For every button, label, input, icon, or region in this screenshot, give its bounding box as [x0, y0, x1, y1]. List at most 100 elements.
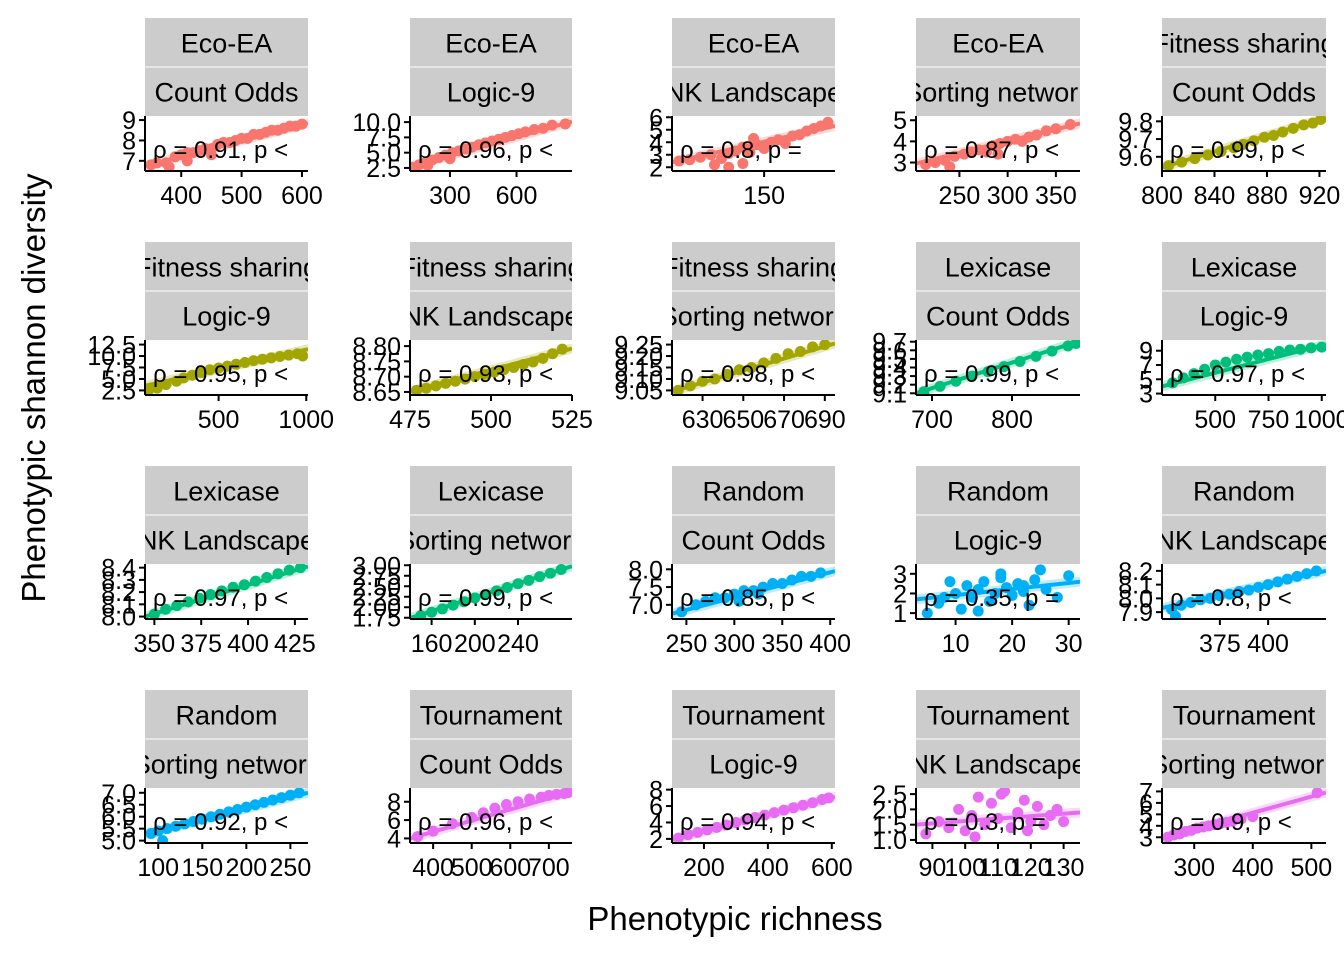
y-tick-label: 9 — [122, 107, 136, 135]
strip-top-bg — [410, 690, 572, 739]
strip-label-treatment: Lexicase — [173, 477, 280, 507]
data-point — [955, 603, 967, 615]
y-tick-label: 9 — [1139, 338, 1153, 366]
x-tick-label: 600 — [496, 182, 538, 210]
x-tick-label: 400 — [412, 854, 454, 882]
x-tick-label: 840 — [1194, 182, 1236, 210]
x-tick-label: 690 — [804, 406, 846, 434]
facet-panel: Eco-EA Sorting network ρ = 0.87, p < 345 250… — [893, 18, 1080, 210]
strip-labels: Eco-EA Count Odds — [154, 29, 298, 108]
strip-top-bg — [916, 690, 1080, 739]
strip-label-problem: Count Odds — [154, 78, 298, 108]
strip-bottom-bg — [410, 67, 572, 116]
strip-label-problem: Count Odds — [926, 302, 1070, 332]
y-tick-label: 5.5 — [101, 816, 136, 844]
x-tick-label: 525 — [551, 406, 593, 434]
data-point — [489, 802, 501, 814]
data-point — [1023, 599, 1035, 611]
x-tick-label: 500 — [451, 854, 493, 882]
data-point — [1006, 589, 1018, 601]
strip-label-problem: Logic-9 — [1200, 302, 1289, 332]
y-tick-label: 8.4 — [101, 555, 136, 583]
y-tick-label: 8 — [649, 777, 663, 805]
data-point — [1022, 825, 1034, 837]
data-point — [758, 143, 770, 154]
plot-area: ρ = 0.98, p < — [672, 340, 835, 395]
data-point — [972, 791, 984, 803]
plot-area: ρ = 0.8, p < — [1162, 565, 1326, 619]
strip-label-problem: Logic-9 — [182, 302, 271, 332]
y-tick-label: 9.05 — [614, 377, 663, 405]
plot-area: ρ = 0.97, p < — [1162, 340, 1326, 392]
strip-label-problem: Sorting network — [133, 750, 321, 780]
data-point — [979, 819, 991, 831]
strip-labels: Random Sorting network — [133, 701, 321, 780]
x-tick-label: 250 — [939, 182, 981, 210]
strip-labels: Random Count Odds — [681, 477, 825, 556]
y-tick-label: 9.20 — [614, 343, 663, 371]
y-tick-label: 6 — [649, 793, 663, 821]
strip-labels: Tournament Count Odds — [419, 701, 563, 780]
plot-area: ρ = 0.9, p < — [1162, 788, 1326, 843]
strip-top-bg — [1162, 690, 1326, 739]
data-point — [779, 138, 791, 149]
strip-label-treatment: Fitness sharing — [1152, 29, 1335, 59]
fit-line — [916, 340, 1080, 395]
data-point — [1220, 356, 1232, 368]
x-tick-label: 670 — [763, 406, 805, 434]
y-tick-label: 8 — [387, 789, 401, 817]
data-point — [972, 605, 984, 617]
x-tick-label: 250 — [270, 854, 312, 882]
plot-area: ρ = 0.92, p < — [145, 788, 308, 843]
fit-line — [916, 810, 1080, 827]
x-tick-label: 500 — [198, 406, 240, 434]
y-tick-label: 6 — [387, 807, 401, 835]
y-tick-label: 10.0 — [87, 343, 136, 371]
y-tick-label: 3 — [1139, 381, 1153, 409]
data-point — [1051, 591, 1063, 603]
x-tick-label: 375 — [180, 630, 222, 658]
y-tick-label: 3 — [893, 561, 907, 589]
correlation-annotation: ρ = 0.96, p < — [418, 137, 553, 164]
data-point — [959, 825, 971, 837]
strip-label-treatment: Tournament — [682, 701, 825, 731]
strip-label-treatment: Lexicase — [1191, 253, 1298, 283]
correlation-annotation: ρ = 0.96, p < — [418, 809, 553, 836]
x-tick-label: 150 — [181, 854, 223, 882]
y-tick-label: 2.5 — [872, 781, 907, 809]
strip-bottom-bg — [145, 515, 308, 564]
y-tick-label: 9.10 — [614, 366, 663, 394]
y-tick-label: 7.0 — [628, 592, 663, 620]
strip-top-bg — [672, 466, 835, 515]
x-tick-label: 20 — [998, 630, 1026, 658]
strip-bottom-bg — [410, 515, 572, 564]
y-tick-label: 9.6 — [872, 337, 907, 365]
correlation-annotation: ρ = 0.87, p < — [924, 137, 1059, 164]
y-tick-label: 9.5 — [872, 346, 907, 374]
x-tick-label: 800 — [1141, 182, 1183, 210]
plot-area: ρ = 0.95, p < — [145, 344, 308, 395]
strip-top-bg — [1162, 466, 1326, 515]
strip-bottom-bg — [1162, 67, 1326, 116]
x-tick-label: 920 — [1299, 182, 1341, 210]
strip-top-bg — [410, 466, 572, 515]
y-tick-label: 2.50 — [352, 573, 401, 601]
strip-labels: Lexicase NK Landscape — [145, 477, 308, 556]
facet-panel: Lexicase Count Odds ρ = 0.99, p < 9.19.29.3… — [872, 242, 1080, 434]
strip-bottom-bg — [672, 515, 835, 564]
strip-labels: Fitness sharing NK Landscape — [410, 253, 572, 332]
data-point — [1241, 351, 1253, 363]
correlation-annotation: ρ = 0.95, p < — [153, 361, 288, 388]
y-tick-label: 8.0 — [101, 604, 136, 632]
facet-panel: Tournament Count Odds ρ = 0.96, p < 468 4005… — [387, 690, 572, 882]
y-tick-label: 1.5 — [872, 812, 907, 840]
strip-label-treatment: Eco-EA — [181, 29, 273, 59]
y-tick-label: 5 — [1139, 366, 1153, 394]
x-tick-label: 150 — [743, 182, 785, 210]
y-tick-label: 9.15 — [614, 355, 663, 383]
y-tick-label: 6.5 — [101, 792, 136, 820]
x-tick-label: 400 — [1232, 854, 1274, 882]
strip-bottom-bg — [1162, 739, 1326, 788]
